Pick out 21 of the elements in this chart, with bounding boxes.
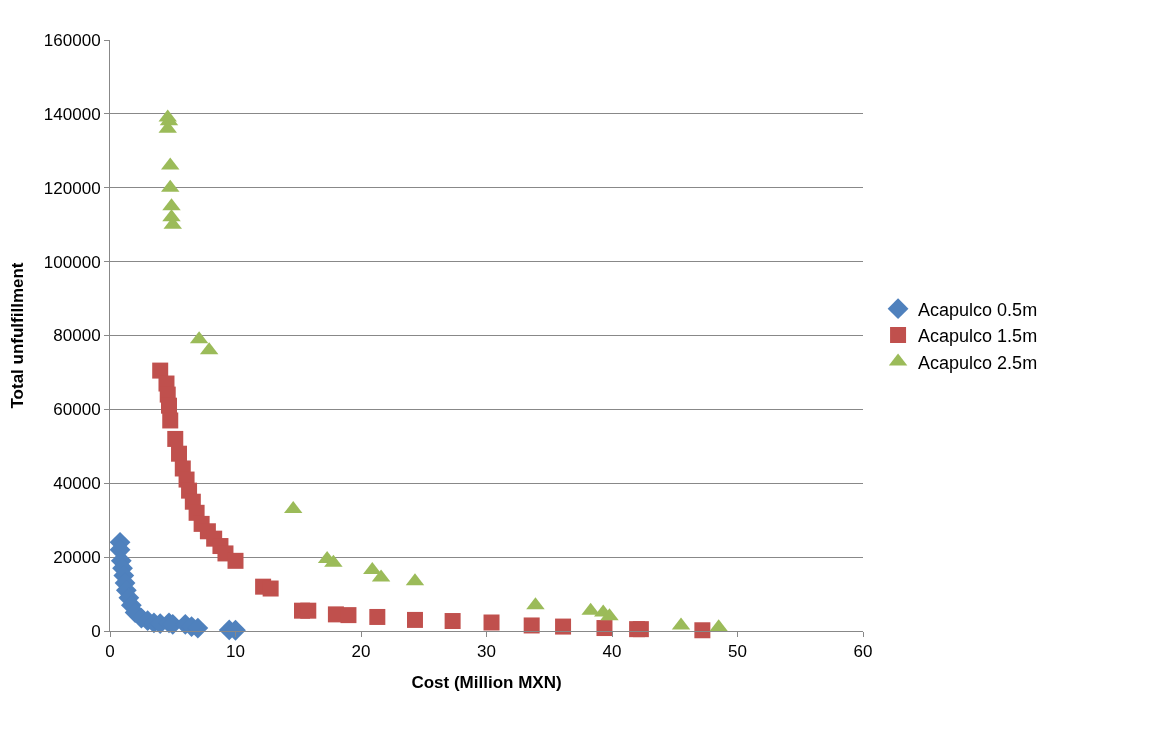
y-tick-label: 160000 (43, 30, 101, 50)
x-tick-label: 60 (853, 642, 873, 662)
legend-label: Acapulco 0.5m (918, 299, 1038, 320)
x-tick-label: 0 (105, 642, 115, 662)
y-tick-label: 140000 (43, 104, 101, 124)
x-tick-label: 50 (728, 642, 747, 662)
x-tick-label: 10 (226, 642, 245, 662)
legend-label: Acapulco 1.5m (918, 326, 1038, 347)
y-tick-label: 20000 (53, 548, 101, 568)
y-tick-label: 40000 (53, 474, 101, 494)
x-tick-label: 30 (477, 642, 496, 662)
x-tick-label: 20 (351, 642, 371, 662)
y-tick-label: 0 (91, 621, 101, 641)
x-axis-title: Cost (Million MXN) (411, 672, 562, 692)
legend-label: Acapulco 2.5m (918, 352, 1038, 373)
y-tick-label: 60000 (53, 400, 101, 420)
y-tick-label: 120000 (43, 178, 101, 198)
y-tick-label: 80000 (53, 326, 101, 346)
x-tick-label: 40 (602, 642, 622, 662)
y-tick-label: 100000 (43, 252, 101, 272)
y-axis-title: Total unfulfillment (8, 262, 28, 409)
